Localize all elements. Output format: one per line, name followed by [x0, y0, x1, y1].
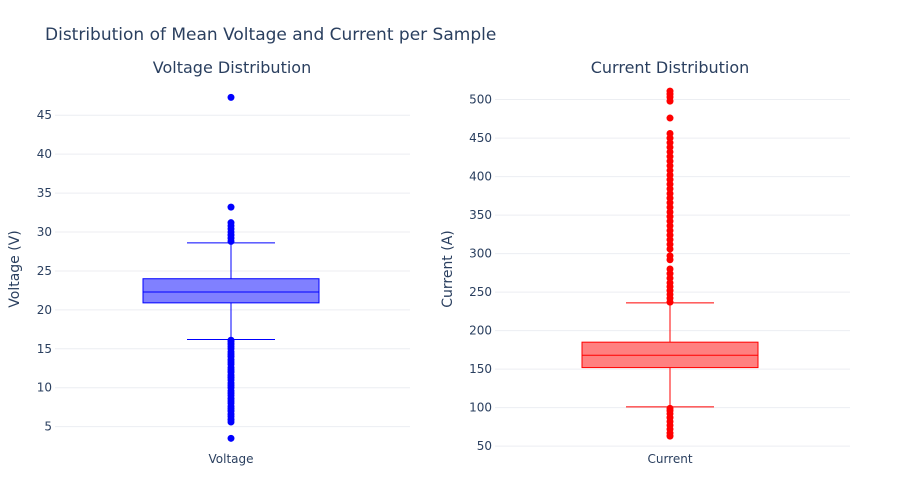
voltage-ytick-label: 40 [37, 147, 52, 161]
chart-title: Distribution of Mean Voltage and Current… [45, 25, 496, 45]
voltage-outlier-point [227, 336, 235, 344]
current-ytick-label: 100 [469, 401, 492, 415]
voltage-ytick-label: 30 [37, 225, 52, 239]
voltage-outlier-point [227, 203, 235, 211]
current-outlier-point [666, 87, 674, 95]
current-outlier-point [666, 252, 674, 260]
current-outlier-point [666, 129, 674, 137]
voltage-ytick-label: 10 [37, 381, 52, 395]
voltage-panel: Voltage Distribution 5 10 15 20 25 30 35 40 45 Vol… [7, 58, 410, 466]
current-outlier-point [666, 404, 674, 412]
current-ytick-label: 350 [469, 208, 492, 222]
voltage-iqr-box [142, 278, 320, 304]
current-panel: Current Distribution 50 100 150 200 250 300 350… [440, 58, 850, 466]
current-subplot-title: Current Distribution [591, 58, 750, 77]
current-ytick-label: 450 [469, 131, 492, 145]
voltage-ytick-label: 35 [37, 186, 52, 200]
voltage-x-category-label: Voltage [208, 452, 253, 466]
voltage-outlier-point [227, 219, 235, 227]
current-ytick-label: 300 [469, 247, 492, 261]
voltage-y-axis-label: Voltage (V) [7, 230, 23, 307]
current-ytick-label: 250 [469, 285, 492, 299]
voltage-ytick-label: 25 [37, 264, 52, 278]
voltage-ytick-label: 5 [44, 420, 52, 434]
current-x-category-label: Current [647, 452, 692, 466]
current-y-axis-label: Current (A) [440, 230, 456, 308]
voltage-ytick-label: 45 [37, 108, 52, 122]
voltage-outlier-point [227, 434, 235, 442]
voltage-ytick-label: 15 [37, 342, 52, 356]
current-ytick-label: 500 [469, 93, 492, 107]
current-ytick-label: 200 [469, 324, 492, 338]
voltage-outlier-point [227, 93, 235, 101]
current-ytick-label: 400 [469, 170, 492, 184]
current-outlier-point [666, 114, 674, 122]
voltage-ytick-label: 20 [37, 303, 52, 317]
voltage-subplot-title: Voltage Distribution [153, 58, 311, 77]
current-ytick-label: 50 [477, 439, 492, 453]
current-ytick-label: 150 [469, 362, 492, 376]
current-outlier-point [666, 265, 674, 273]
